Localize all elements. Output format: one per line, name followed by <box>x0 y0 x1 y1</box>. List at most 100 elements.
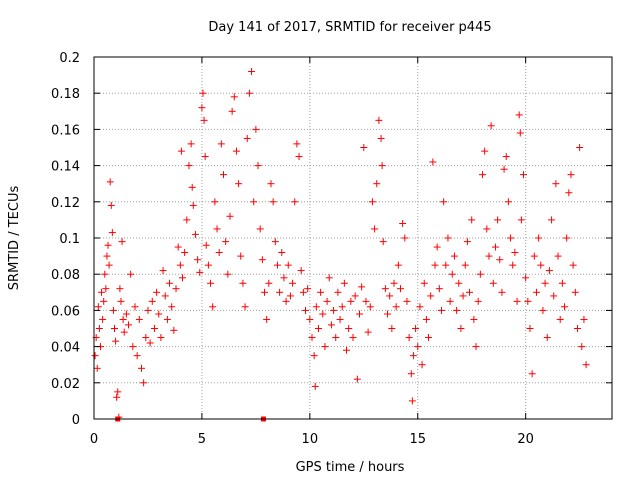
data-point <box>295 153 303 161</box>
data-point <box>558 279 566 287</box>
data-point <box>420 279 428 287</box>
data-point <box>118 238 126 246</box>
data-point <box>338 303 346 311</box>
data-point <box>119 315 127 323</box>
data-point <box>392 303 400 311</box>
data-point <box>308 334 316 342</box>
data-point <box>548 216 556 224</box>
data-point <box>133 352 141 360</box>
data-point <box>178 274 186 282</box>
data-point <box>509 261 517 269</box>
data-point <box>243 134 251 142</box>
data-point <box>502 153 510 161</box>
data-point <box>271 238 279 246</box>
data-point <box>416 303 424 311</box>
data-point <box>155 310 163 318</box>
data-point <box>487 122 495 130</box>
data-point <box>245 89 253 97</box>
data-point <box>463 238 471 246</box>
data-point <box>291 198 299 206</box>
data-point <box>535 234 543 242</box>
data-point <box>224 270 232 278</box>
data-point <box>511 248 519 256</box>
data-point <box>187 140 195 148</box>
data-point <box>194 256 202 264</box>
data-point <box>358 283 366 291</box>
data-point <box>321 343 329 351</box>
data-point <box>390 279 398 287</box>
data-point <box>226 212 234 220</box>
data-point <box>515 111 523 119</box>
data-point <box>196 268 204 276</box>
data-point <box>254 162 262 170</box>
data-point <box>235 180 243 188</box>
y-tick-label: 0.06 <box>51 304 80 319</box>
data-point <box>116 285 124 293</box>
data-point <box>520 171 528 179</box>
data-point <box>250 198 258 206</box>
data-point <box>368 198 376 206</box>
data-point <box>172 285 180 293</box>
data-point <box>280 274 288 282</box>
x-tick-label: 0 <box>90 432 98 447</box>
data-point <box>364 328 372 336</box>
data-point <box>269 198 277 206</box>
data-point <box>366 303 374 311</box>
data-point <box>99 315 107 323</box>
data-point <box>379 238 387 246</box>
data-point <box>104 241 112 249</box>
data-point <box>129 343 137 351</box>
data-point <box>183 216 191 224</box>
data-point <box>276 288 284 296</box>
data-point <box>496 256 504 264</box>
data-point <box>248 67 256 75</box>
data-point <box>578 343 586 351</box>
data-point <box>489 279 497 287</box>
data-point <box>306 315 314 323</box>
data-point <box>144 306 152 314</box>
data-point <box>222 238 230 246</box>
data-point <box>448 270 456 278</box>
data-point <box>213 225 221 233</box>
data-point <box>461 261 469 269</box>
data-point <box>220 171 227 179</box>
data-point <box>524 297 532 305</box>
data-point <box>582 361 590 369</box>
data-point <box>198 104 206 112</box>
data-point <box>106 178 114 186</box>
data-point <box>541 279 549 287</box>
data-point <box>122 310 130 318</box>
x-tick-label: 15 <box>409 432 426 447</box>
data-point <box>532 288 540 296</box>
data-point <box>539 306 547 314</box>
data-point <box>429 158 437 166</box>
data-point <box>565 189 573 197</box>
data-point <box>353 375 361 383</box>
data-point <box>412 325 420 332</box>
data-point <box>188 183 196 191</box>
data-point <box>311 382 319 390</box>
data-point <box>347 297 355 305</box>
data-point <box>466 288 474 296</box>
data-point <box>494 216 502 224</box>
data-point <box>498 288 506 296</box>
data-point <box>319 310 327 318</box>
data-point <box>504 198 512 206</box>
data-point <box>113 393 121 401</box>
data-point <box>112 337 120 345</box>
data-point <box>479 171 486 179</box>
data-point <box>537 261 545 269</box>
data-point <box>459 292 467 300</box>
data-point <box>507 234 515 242</box>
y-tick-label: 0.12 <box>51 196 80 211</box>
data-point <box>161 292 169 300</box>
data-point <box>444 234 452 242</box>
data-point <box>396 285 404 293</box>
data-point <box>150 325 158 332</box>
data-point <box>554 252 562 260</box>
data-point <box>159 267 167 275</box>
data-point <box>513 297 521 305</box>
data-point <box>425 334 433 342</box>
data-point <box>343 346 351 354</box>
